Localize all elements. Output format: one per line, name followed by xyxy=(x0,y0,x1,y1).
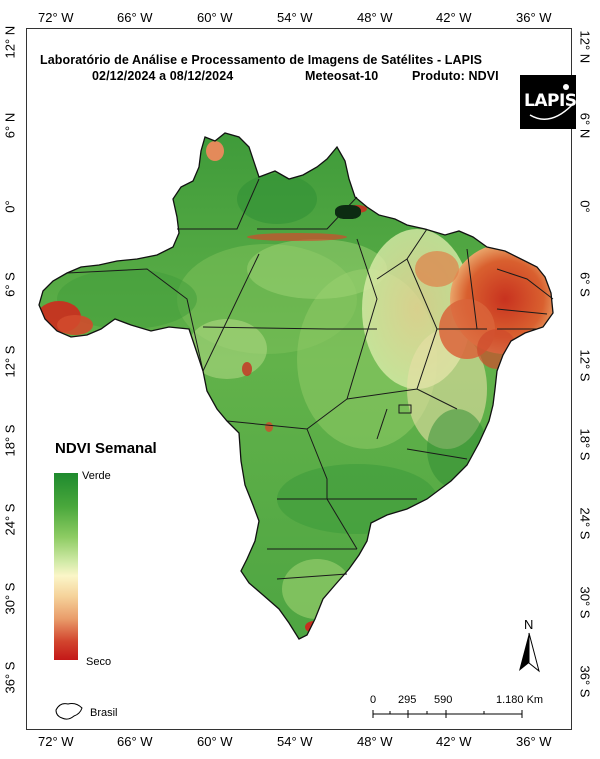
map-title-line1: Laboratório de Análise e Processamento d… xyxy=(40,53,483,67)
inset-label: Brasil xyxy=(90,707,118,719)
lon-top-label: 36° W xyxy=(516,10,552,25)
lat-left-label: 12° N xyxy=(2,25,18,59)
lat-left-label: 6° N xyxy=(2,112,18,139)
lon-bottom-label: 42° W xyxy=(436,734,472,749)
map-title-dates: 02/12/2024 a 08/12/2024 xyxy=(92,69,234,83)
lon-top-label: 66° W xyxy=(117,10,153,25)
lat-right-label: 6° S xyxy=(577,272,593,297)
north-arrow-icon xyxy=(519,632,540,673)
legend-title: NDVI Semanal xyxy=(55,440,157,457)
scale-label-0: 0 xyxy=(370,694,377,706)
lat-right-label: 0° xyxy=(577,200,593,213)
lat-right-label: 6° N xyxy=(577,112,593,139)
north-label: N xyxy=(524,617,534,632)
lon-bottom-label: 60° W xyxy=(197,734,233,749)
lon-bottom-label: 36° W xyxy=(516,734,552,749)
map-title-satellite: Meteosat-10 xyxy=(305,69,379,83)
lapis-logo-text: LAPIS xyxy=(524,91,577,111)
river-mouth xyxy=(335,205,361,219)
scale-bar-graphic xyxy=(372,710,523,718)
lat-left-label: 30° S xyxy=(2,582,18,615)
lat-right-label: 12° N xyxy=(577,30,593,64)
legend-color-bar xyxy=(54,473,78,660)
inset-brazil-icon xyxy=(55,703,83,720)
ndvi-map xyxy=(38,132,554,640)
lat-left-label: 36° S xyxy=(2,661,18,694)
lon-top-label: 42° W xyxy=(436,10,472,25)
map-frame xyxy=(26,28,572,730)
lat-right-label: 12° S xyxy=(577,349,593,382)
north-arrow: N xyxy=(515,617,545,677)
logo-orbit-icon xyxy=(529,84,573,120)
lon-bottom-label: 48° W xyxy=(357,734,393,749)
lon-top-label: 48° W xyxy=(357,10,393,25)
scale-label-2: 590 xyxy=(434,694,453,706)
map-title-product: Produto: NDVI xyxy=(412,69,499,83)
lat-left-label: 18° S xyxy=(2,424,18,457)
lapis-logo: LAPIS xyxy=(520,75,577,129)
lat-right-label: 24° S xyxy=(577,507,593,540)
legend-top-label: Verde xyxy=(82,470,111,482)
scale-label-1: 295 xyxy=(398,694,417,706)
lat-right-label: 18° S xyxy=(577,428,593,461)
lat-right-label: 36° S xyxy=(577,665,593,698)
lat-left-label: 0° xyxy=(2,200,18,213)
lon-top-label: 54° W xyxy=(277,10,313,25)
legend-bottom-label: Seco xyxy=(86,656,112,668)
lon-bottom-label: 72° W xyxy=(38,734,74,749)
scale-label-3: 1.180 Km xyxy=(496,694,544,706)
lon-top-label: 60° W xyxy=(197,10,233,25)
lat-left-label: 24° S xyxy=(2,503,18,536)
lon-top-label: 72° W xyxy=(38,10,74,25)
lat-left-label: 6° S xyxy=(2,272,18,297)
lon-bottom-label: 66° W xyxy=(117,734,153,749)
lat-right-label: 30° S xyxy=(577,586,593,619)
lon-bottom-label: 54° W xyxy=(277,734,313,749)
lat-left-label: 12° S xyxy=(2,345,18,378)
